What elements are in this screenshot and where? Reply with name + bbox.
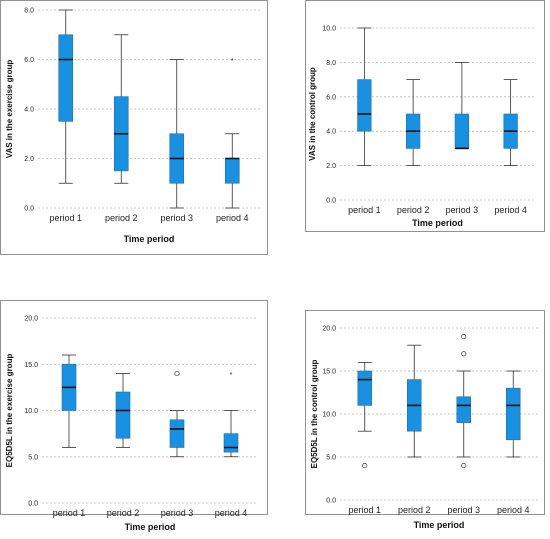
outlier-point — [461, 463, 467, 469]
box-4 — [506, 370, 521, 458]
y-tick-label: 10.0 — [322, 412, 336, 419]
box-4: * — [224, 58, 240, 209]
x-tick-label: period 4 — [494, 205, 527, 215]
y-axis-title: VAS in the control group — [308, 67, 317, 161]
y-tick-label: 0.0 — [28, 501, 38, 508]
x-tick-label: period 3 — [446, 205, 479, 215]
x-tick-label: period 1 — [53, 508, 86, 518]
y-axis-title: EQ5D5L in the control group — [310, 360, 319, 469]
box-3 — [456, 334, 471, 469]
y-tick-label: 15.0 — [24, 362, 38, 369]
box-2 — [407, 344, 422, 458]
box-4: * — [223, 372, 239, 458]
box-4 — [503, 79, 518, 167]
y-tick-label: 10.0 — [24, 408, 38, 415]
x-tick-label: period 4 — [216, 213, 249, 223]
chart-panel-4: 0.0 5.0 10.0 15.0 20.0 period 1 period 2 period… — [305, 310, 545, 530]
y-tick-label: 0.0 — [24, 206, 34, 213]
panel-frame — [0, 300, 268, 515]
y-tick-label: 0.0 — [326, 498, 336, 505]
y-tick-label: 20.0 — [322, 326, 336, 333]
y-tick-label: 5.0 — [28, 454, 38, 461]
iqr-box — [454, 113, 469, 149]
x-tick-label: period 2 — [397, 205, 430, 215]
x-tick-label: period 3 — [161, 508, 194, 518]
x-tick-label: period 4 — [497, 505, 530, 515]
y-tick-label: 8.0 — [24, 8, 34, 15]
x-tick-label: period 3 — [447, 505, 480, 515]
box-1 — [357, 361, 372, 469]
y-tick-label: 15.0 — [322, 369, 336, 376]
y-tick-label: 8.0 — [326, 60, 336, 67]
outlier-point — [174, 370, 180, 377]
y-tick-label: 6.0 — [24, 57, 34, 64]
x-tick-label: period 4 — [215, 508, 248, 518]
x-tick-label: period 2 — [105, 213, 138, 223]
panel-frame — [0, 0, 268, 255]
box-2 — [405, 79, 421, 167]
x-tick-label: period 1 — [348, 205, 381, 215]
y-tick-label: 4.0 — [326, 129, 336, 136]
box-3 — [169, 59, 185, 209]
y-tick-label: 0.0 — [326, 198, 336, 205]
y-tick-label: 20.0 — [24, 316, 38, 323]
x-tick-label: period 2 — [107, 508, 140, 518]
iqr-box — [115, 391, 131, 439]
y-tick-label: 2.0 — [326, 163, 336, 170]
box-3 — [454, 62, 469, 150]
iqr-box — [456, 396, 471, 423]
x-tick-label: period 1 — [348, 505, 381, 515]
y-tick-label: 5.0 — [326, 455, 336, 462]
y-axis-title: VAS in the exercise group — [5, 60, 14, 159]
panel-frame — [305, 0, 545, 232]
iqr-box — [506, 387, 521, 441]
iqr-box — [169, 419, 185, 448]
x-tick-label: period 3 — [160, 213, 193, 223]
y-tick-label: 4.0 — [24, 107, 34, 114]
box-3 — [169, 370, 185, 458]
extreme-point: * — [230, 372, 233, 379]
chart-panel-2: 0.0 2.0 4.0 6.0 8.0 10.0 period 1 period 2 perio… — [305, 0, 545, 232]
outlier-point — [461, 334, 467, 340]
iqr-box — [224, 158, 240, 184]
x-axis-title: Time period — [125, 522, 176, 532]
x-axis-title: Time period — [124, 234, 175, 244]
box-1 — [58, 9, 74, 184]
x-tick-label: period 1 — [49, 213, 82, 223]
y-axis-title: EQ5D5L in the exercise group — [5, 354, 14, 468]
x-axis-title: Time period — [414, 520, 465, 530]
x-axis-title: Time period — [412, 218, 463, 228]
y-tick-label: 6.0 — [326, 94, 336, 101]
outlier-point — [362, 463, 368, 469]
box-2 — [115, 373, 131, 448]
y-tick-label: 10.0 — [322, 26, 336, 33]
chart-panel-3: 0.0 5.0 10.0 15.0 20.0 period 1 period 2 period… — [0, 300, 268, 532]
chart-panel-1: 0.0 2.0 4.0 6.0 8.0 period 1 period 2 period 3 *… — [0, 0, 268, 255]
box-1 — [61, 354, 77, 448]
box-1 — [357, 27, 372, 167]
iqr-box — [58, 34, 74, 122]
panel-frame — [305, 310, 545, 515]
iqr-box — [357, 370, 372, 406]
x-tick-label: period 2 — [398, 505, 431, 515]
outlier-point — [461, 351, 467, 357]
extreme-point: * — [231, 58, 234, 65]
box-2 — [113, 34, 129, 184]
y-tick-label: 2.0 — [24, 156, 34, 163]
iqr-box — [223, 433, 239, 453]
iqr-box — [357, 79, 372, 132]
